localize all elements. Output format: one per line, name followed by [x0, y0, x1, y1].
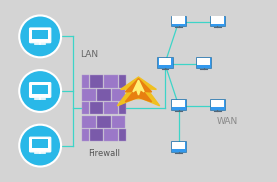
FancyBboxPatch shape: [171, 16, 186, 26]
Bar: [82, 102, 89, 114]
Bar: [211, 100, 224, 107]
Polygon shape: [125, 79, 152, 102]
Bar: [112, 116, 125, 128]
Bar: [32, 139, 48, 148]
FancyBboxPatch shape: [210, 16, 225, 26]
Bar: [90, 75, 103, 88]
Bar: [173, 100, 185, 107]
Bar: [104, 129, 118, 141]
FancyBboxPatch shape: [210, 99, 225, 110]
Bar: [211, 16, 224, 24]
Circle shape: [19, 125, 61, 167]
Bar: [32, 30, 48, 39]
Text: LAN: LAN: [80, 50, 98, 59]
Bar: [104, 75, 118, 88]
Bar: [82, 75, 89, 88]
Bar: [112, 89, 125, 101]
FancyBboxPatch shape: [30, 28, 51, 43]
Bar: [159, 58, 171, 66]
Circle shape: [19, 70, 61, 112]
Bar: [82, 89, 96, 101]
Bar: [173, 142, 185, 149]
Text: WAN: WAN: [217, 116, 238, 126]
Bar: [119, 102, 126, 114]
Bar: [104, 102, 118, 114]
Circle shape: [19, 15, 61, 57]
Bar: [97, 116, 111, 128]
Bar: [119, 75, 126, 88]
Bar: [32, 84, 48, 94]
FancyBboxPatch shape: [30, 83, 51, 97]
FancyBboxPatch shape: [196, 58, 211, 68]
FancyBboxPatch shape: [30, 137, 51, 152]
Bar: [173, 16, 185, 24]
Bar: [97, 89, 111, 101]
Bar: [90, 102, 103, 114]
FancyBboxPatch shape: [171, 141, 186, 152]
Bar: [119, 129, 126, 141]
Polygon shape: [133, 80, 144, 95]
FancyBboxPatch shape: [171, 99, 186, 110]
Bar: [82, 116, 96, 128]
Text: Firewall: Firewall: [88, 149, 120, 158]
Bar: [198, 58, 210, 66]
Polygon shape: [117, 77, 160, 106]
FancyBboxPatch shape: [157, 58, 173, 68]
Bar: [82, 129, 89, 141]
Bar: [90, 129, 103, 141]
